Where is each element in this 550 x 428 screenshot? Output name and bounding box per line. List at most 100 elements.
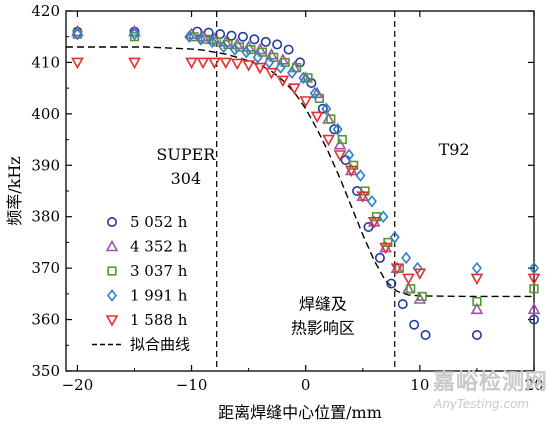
data-point	[286, 66, 298, 79]
data-point	[337, 134, 347, 145]
data-point	[471, 329, 482, 340]
legend: 5 052 h 4 352 h 3 037 h 1 991 h 1 588 h 拟合曲线	[92, 213, 190, 354]
data-point	[212, 37, 222, 47]
data-point	[472, 296, 482, 307]
data-point	[345, 165, 358, 178]
data-point	[412, 261, 423, 275]
data-point	[129, 27, 140, 41]
data-point	[326, 114, 336, 124]
data-point	[287, 83, 301, 95]
annotation-line: 热影响区	[291, 318, 355, 337]
data-point	[390, 263, 404, 275]
annotation-line: 焊缝及	[299, 294, 347, 313]
data-point	[367, 217, 381, 229]
data-point	[470, 302, 484, 315]
tick-marks	[66, 10, 535, 372]
data-point	[389, 231, 400, 244]
data-point	[185, 57, 198, 70]
data-point	[310, 111, 324, 124]
data-point	[298, 71, 309, 85]
data-point	[322, 134, 335, 147]
y-tick-label: 360	[31, 311, 60, 329]
data-point	[265, 67, 278, 80]
x-tick-label: 0	[301, 376, 311, 394]
legend-label: 5 052 h	[130, 213, 188, 231]
x-tick-labels: −20 −10 0 10 20	[62, 376, 544, 394]
data-point	[189, 32, 199, 42]
x-axis-title: 距离焊缝中心位置/mm	[218, 403, 382, 422]
legend-label: 1 991 h	[130, 287, 188, 305]
data-point	[402, 273, 415, 286]
series-3	[72, 27, 540, 275]
data-point	[333, 150, 347, 162]
data-point	[417, 291, 427, 302]
legend-marker	[107, 266, 117, 276]
y-tick-label: 350	[31, 362, 60, 380]
data-point	[366, 195, 377, 208]
data-point	[374, 252, 385, 263]
data-point	[329, 124, 340, 135]
data-point	[355, 169, 366, 182]
y-tick-label: 390	[31, 156, 60, 174]
data-point	[349, 160, 359, 170]
data-point	[406, 284, 416, 294]
series-2	[72, 29, 539, 307]
data-point	[332, 123, 343, 136]
data-point	[413, 268, 427, 280]
y-tick-label: 370	[31, 259, 60, 277]
data-point	[223, 39, 233, 50]
data-point	[276, 75, 290, 88]
data-point	[470, 273, 484, 286]
legend-marker	[107, 217, 118, 228]
data-point	[379, 242, 392, 255]
data-point	[299, 96, 313, 108]
data-point	[230, 58, 244, 71]
fit-curve	[66, 46, 534, 298]
x-tick-label: 20	[524, 376, 543, 394]
data-point	[272, 39, 283, 50]
data-point	[527, 273, 541, 286]
data-point	[275, 61, 286, 74]
fit-curve-layer	[66, 46, 534, 298]
y-axis-title: 频率/kHz	[5, 156, 24, 225]
annotation-0: SUPER 304	[156, 145, 216, 188]
legend-label: 拟合曲线	[130, 336, 190, 354]
y-tick-label: 410	[31, 53, 60, 71]
region-dividers	[216, 11, 396, 371]
data-point	[409, 319, 420, 330]
data-series-layer	[71, 24, 541, 340]
data-point	[72, 27, 83, 41]
y-tick-labels: 350 360 370 380 390 400 410 420	[31, 2, 60, 380]
data-point	[264, 56, 275, 69]
data-point	[309, 87, 320, 100]
legend-marker	[105, 315, 119, 327]
data-point	[184, 30, 195, 43]
data-point	[128, 57, 141, 70]
data-point	[413, 292, 427, 304]
data-point	[229, 43, 240, 56]
data-point	[234, 42, 245, 52]
data-point	[219, 57, 233, 70]
data-point	[283, 44, 294, 55]
annotation-1: T92	[439, 140, 470, 159]
data-point	[386, 278, 397, 289]
legend-label: 3 037 h	[130, 262, 188, 280]
data-point	[420, 329, 431, 340]
data-point	[242, 60, 255, 72]
data-point	[378, 210, 389, 223]
data-point	[252, 51, 263, 64]
data-point	[249, 34, 260, 45]
legend-marker	[105, 239, 119, 252]
data-point	[383, 237, 393, 248]
data-point	[207, 35, 218, 49]
series-4	[71, 57, 541, 286]
y-tick-label: 380	[31, 208, 60, 226]
data-point	[226, 30, 237, 41]
data-point	[344, 148, 355, 162]
data-point	[260, 36, 271, 47]
watermark: 嘉峪检测网 AnyTesting.com	[433, 369, 547, 411]
x-tick-label: 10	[410, 376, 429, 394]
data-point	[303, 73, 313, 83]
